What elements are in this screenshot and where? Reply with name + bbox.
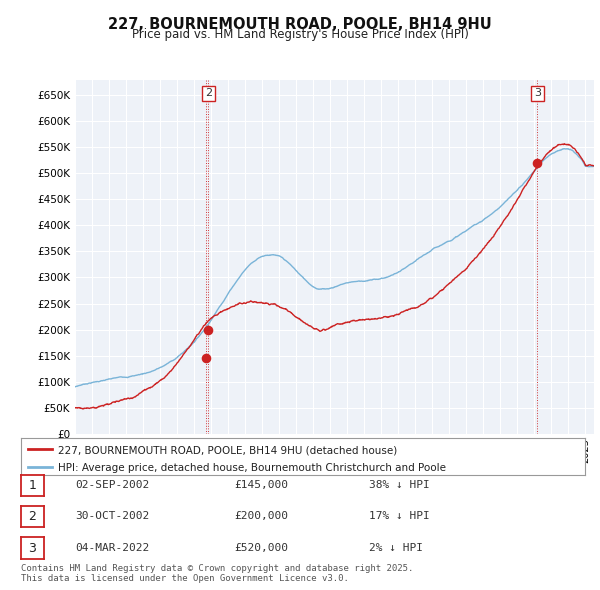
Text: 1: 1 (28, 479, 37, 492)
Text: 17% ↓ HPI: 17% ↓ HPI (369, 512, 430, 521)
Point (203, 325, 213, 335)
Text: 04-MAR-2022: 04-MAR-2022 (75, 543, 149, 552)
Text: 2% ↓ HPI: 2% ↓ HPI (369, 543, 423, 552)
Text: 2: 2 (205, 88, 212, 99)
Text: 2: 2 (28, 510, 37, 523)
Text: Contains HM Land Registry data © Crown copyright and database right 2025.
This d: Contains HM Land Registry data © Crown c… (21, 563, 413, 583)
Text: 3: 3 (534, 88, 541, 99)
Point (201, 353, 211, 363)
Text: 30-OCT-2002: 30-OCT-2002 (75, 512, 149, 521)
Text: 38% ↓ HPI: 38% ↓ HPI (369, 480, 430, 490)
Text: 02-SEP-2002: 02-SEP-2002 (75, 480, 149, 490)
Text: 227, BOURNEMOUTH ROAD, POOLE, BH14 9HU: 227, BOURNEMOUTH ROAD, POOLE, BH14 9HU (108, 17, 492, 31)
Point (533, 158, 542, 168)
Text: £145,000: £145,000 (234, 480, 288, 490)
Text: 227, BOURNEMOUTH ROAD, POOLE, BH14 9HU (detached house): 227, BOURNEMOUTH ROAD, POOLE, BH14 9HU (… (58, 445, 397, 455)
Text: £200,000: £200,000 (234, 512, 288, 521)
Text: HPI: Average price, detached house, Bournemouth Christchurch and Poole: HPI: Average price, detached house, Bour… (58, 463, 446, 473)
Text: 3: 3 (28, 542, 37, 555)
Text: £520,000: £520,000 (234, 543, 288, 552)
Text: Price paid vs. HM Land Registry's House Price Index (HPI): Price paid vs. HM Land Registry's House … (131, 28, 469, 41)
